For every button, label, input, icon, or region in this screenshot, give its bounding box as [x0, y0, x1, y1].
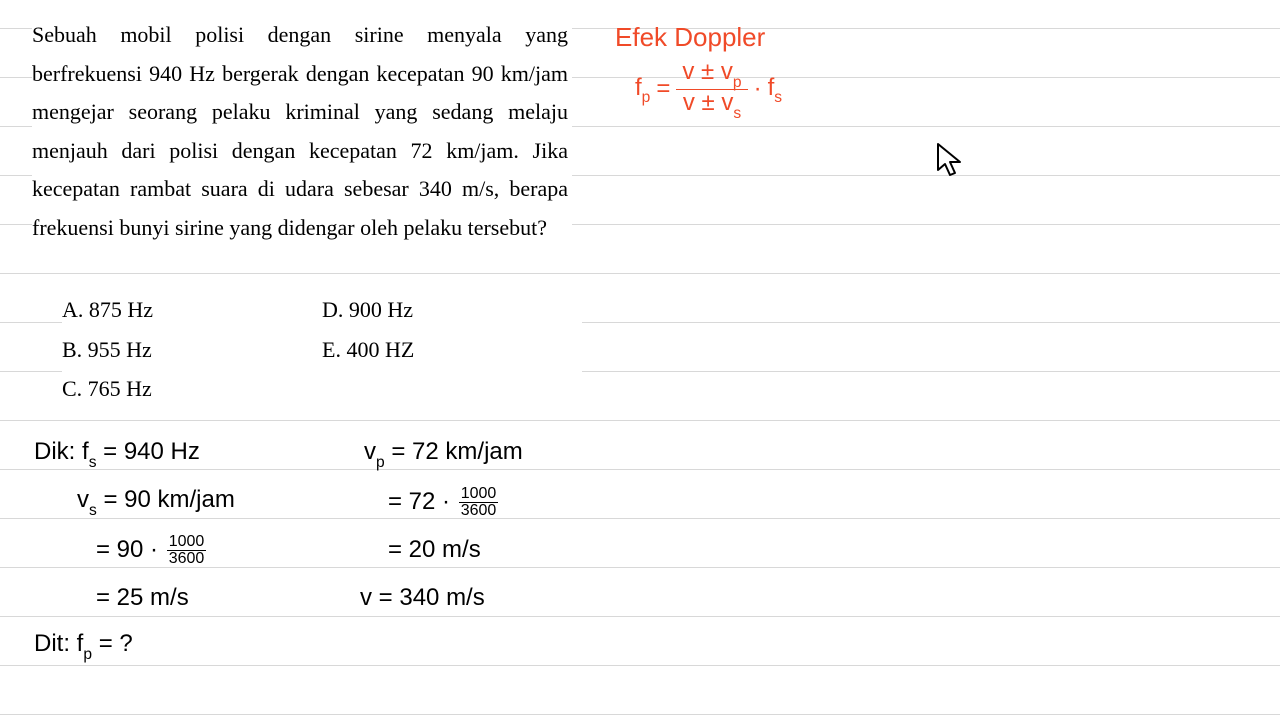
- vp-line: vp = 72 km/jam: [324, 438, 664, 470]
- worked-solution: Dik: fs = 940 Hz vp = 72 km/jam vs = 90 …: [24, 430, 924, 670]
- vs-result: = 25 m/s: [24, 584, 324, 612]
- option-e: E. 400 HZ: [322, 330, 542, 370]
- cursor-icon: [932, 140, 972, 180]
- option-b: B. 955 Hz: [62, 330, 322, 370]
- option-d: D. 900 Hz: [322, 290, 542, 330]
- v-line: v = 340 m/s: [324, 584, 664, 612]
- doppler-annotation: Efek Doppler fp = v ± vp v ± vs · fs: [615, 22, 1135, 120]
- dik-fs: Dik: fs = 940 Hz: [24, 438, 324, 470]
- option-c: C. 765 Hz: [62, 369, 322, 409]
- option-a: A. 875 Hz: [62, 290, 322, 330]
- vp-result: = 20 m/s: [324, 536, 664, 564]
- doppler-title: Efek Doppler: [615, 22, 1135, 53]
- fs-symbol: fs: [768, 74, 782, 106]
- vp-conv: = 72 · 10003600: [324, 486, 664, 519]
- fraction: v ± vp v ± vs: [676, 59, 747, 120]
- answer-options: A. 875 Hz D. 900 Hz B. 955 Hz E. 400 HZ …: [62, 290, 582, 409]
- vs-conv: = 90 · 10003600: [24, 534, 324, 567]
- dit-line: Dit: fp = ?: [24, 630, 324, 662]
- equals-sign: =: [656, 75, 670, 103]
- vs-line: vs = 90 km/jam: [24, 486, 324, 518]
- dot-symbol: ·: [754, 75, 762, 103]
- question-text: Sebuah mobil polisi dengan sirine menyal…: [32, 16, 572, 247]
- fp-symbol: fp: [635, 74, 650, 106]
- doppler-formula: fp = v ± vp v ± vs · fs: [615, 59, 1135, 120]
